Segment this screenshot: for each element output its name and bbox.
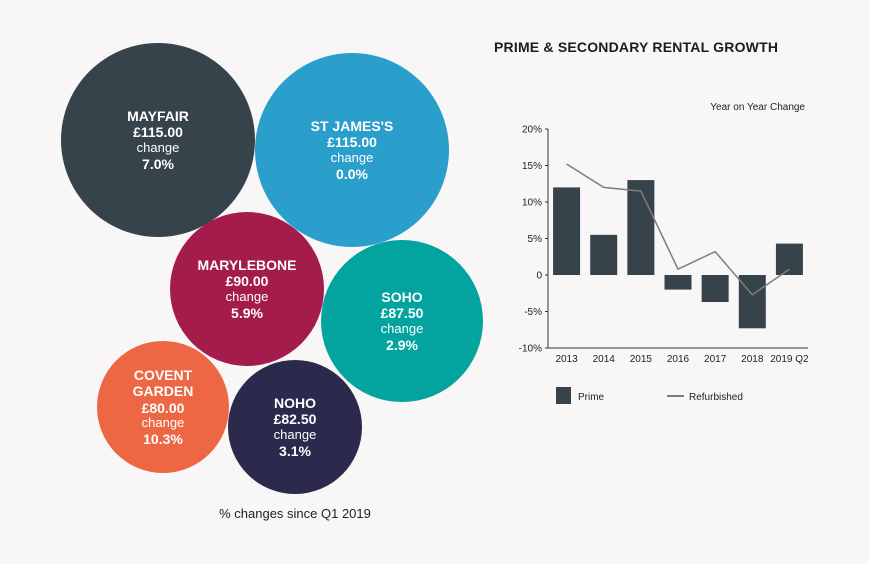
x-tick-label: 2018 <box>741 354 764 365</box>
bubble-price: £115.00 <box>133 124 183 141</box>
bar-series <box>553 180 803 329</box>
bubble-pct: 3.1% <box>279 442 311 459</box>
bubble-change-label: change <box>330 149 374 165</box>
x-axis-labels: 2013 2014 2015 2016 2017 2018 2019 Q2 <box>555 354 809 365</box>
y-tick-label: 0 <box>536 271 542 282</box>
bubble-name: NOHO <box>274 395 316 412</box>
bubble-pct: 7.0% <box>142 155 174 172</box>
bubble-pct: 5.9% <box>231 304 263 321</box>
refurbished-line <box>566 163 790 296</box>
legend: Prime Refurbished <box>556 387 743 404</box>
bubble-covent-garden: COVENT GARDEN £80.00 change 10.3% <box>97 341 229 473</box>
chart-subtitle: Year on Year Change <box>710 102 805 113</box>
bubble-soho: SOHO £87.50 change 2.9% <box>321 240 483 402</box>
bubble-noho: NOHO £82.50 change 3.1% <box>228 360 362 494</box>
bubble-pct: 0.0% <box>336 165 368 182</box>
bubble-name: COVENT GARDEN <box>132 367 194 400</box>
x-tick-label: 2019 Q2 <box>770 354 809 365</box>
y-tick-label: 20% <box>522 125 542 136</box>
bubble-price: £82.50 <box>273 411 317 428</box>
bubble-price: £115.00 <box>327 134 377 151</box>
x-tick-label: 2016 <box>667 354 690 365</box>
y-tick-label: 5% <box>528 234 543 245</box>
y-tick-label: 10% <box>522 198 542 209</box>
bar-prime <box>553 187 581 275</box>
bubble-st-jamess: ST JAMES'S £115.00 change 0.0% <box>255 53 449 247</box>
bubble-name: MARYLEBONE <box>197 257 297 274</box>
bubble-change-label: change <box>136 139 180 155</box>
chart-title: PRIME & SECONDARY RENTAL GROWTH <box>494 39 779 55</box>
x-tick-label: 2017 <box>704 354 727 365</box>
y-tick-label: -5% <box>524 307 542 318</box>
bubble-change-label: change <box>380 320 424 336</box>
bubble-mayfair: MAYFAIR £115.00 change 7.0% <box>61 43 255 237</box>
y-axis: 20% 15% 10% 5% 0 -5% -10% <box>519 125 808 355</box>
bubble-change-label: change <box>225 288 269 304</box>
bubble-name: SOHO <box>381 289 423 306</box>
bar-prime <box>627 180 655 275</box>
bubble-name: MAYFAIR <box>127 108 189 125</box>
bar-prime <box>775 243 803 275</box>
bar-prime <box>701 275 729 303</box>
bubble-change-label: change <box>141 414 185 430</box>
legend-label-refurbished: Refurbished <box>689 392 743 403</box>
bar-prime <box>664 275 692 290</box>
bubble-change-label: change <box>273 426 317 442</box>
legend-label-prime: Prime <box>578 392 605 403</box>
y-tick-label: 15% <box>522 161 542 172</box>
x-tick-label: 2015 <box>630 354 653 365</box>
x-tick-label: 2013 <box>555 354 578 365</box>
bubble-price: £80.00 <box>141 399 185 416</box>
bubble-marylebone: MARYLEBONE £90.00 change 5.9% <box>170 212 324 366</box>
x-tick-label: 2014 <box>593 354 616 365</box>
footnote: % changes since Q1 2019 <box>219 506 371 521</box>
legend-swatch-prime <box>556 387 571 404</box>
bubble-pct: 10.3% <box>143 430 183 447</box>
bubble-price: £90.00 <box>225 273 269 290</box>
bubble-price: £87.50 <box>380 305 424 322</box>
bubble-pct: 2.9% <box>386 336 418 353</box>
bubble-name: ST JAMES'S <box>310 118 394 135</box>
bar-prime <box>590 234 618 275</box>
y-tick-label: -10% <box>519 344 542 355</box>
line-series <box>566 163 790 296</box>
